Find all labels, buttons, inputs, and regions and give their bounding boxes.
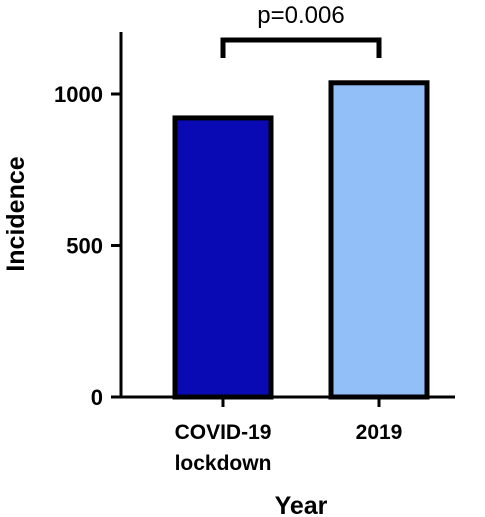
- x-axis-title: Year: [275, 492, 328, 517]
- p-value-label: p=0.006: [257, 2, 344, 29]
- y-axis-title: Incidence: [2, 156, 30, 271]
- bars-group: [172, 80, 430, 400]
- x-tick-label-1: 2019: [356, 421, 403, 444]
- bar-1: [328, 80, 430, 400]
- y-tick-label-1000: 1000: [54, 82, 103, 107]
- y-tick-label-0: 0: [91, 385, 103, 410]
- significance-annotation: p=0.006: [220, 2, 382, 58]
- bar-0: [172, 115, 274, 400]
- x-axis: COVID-19 lockdown 2019: [119, 395, 455, 475]
- significance-bracket: [220, 37, 382, 58]
- x-tick-label-0: COVID-19 lockdown: [175, 421, 272, 475]
- y-tick-label-500: 500: [66, 234, 103, 259]
- y-axis: 0 500 1000: [54, 32, 123, 410]
